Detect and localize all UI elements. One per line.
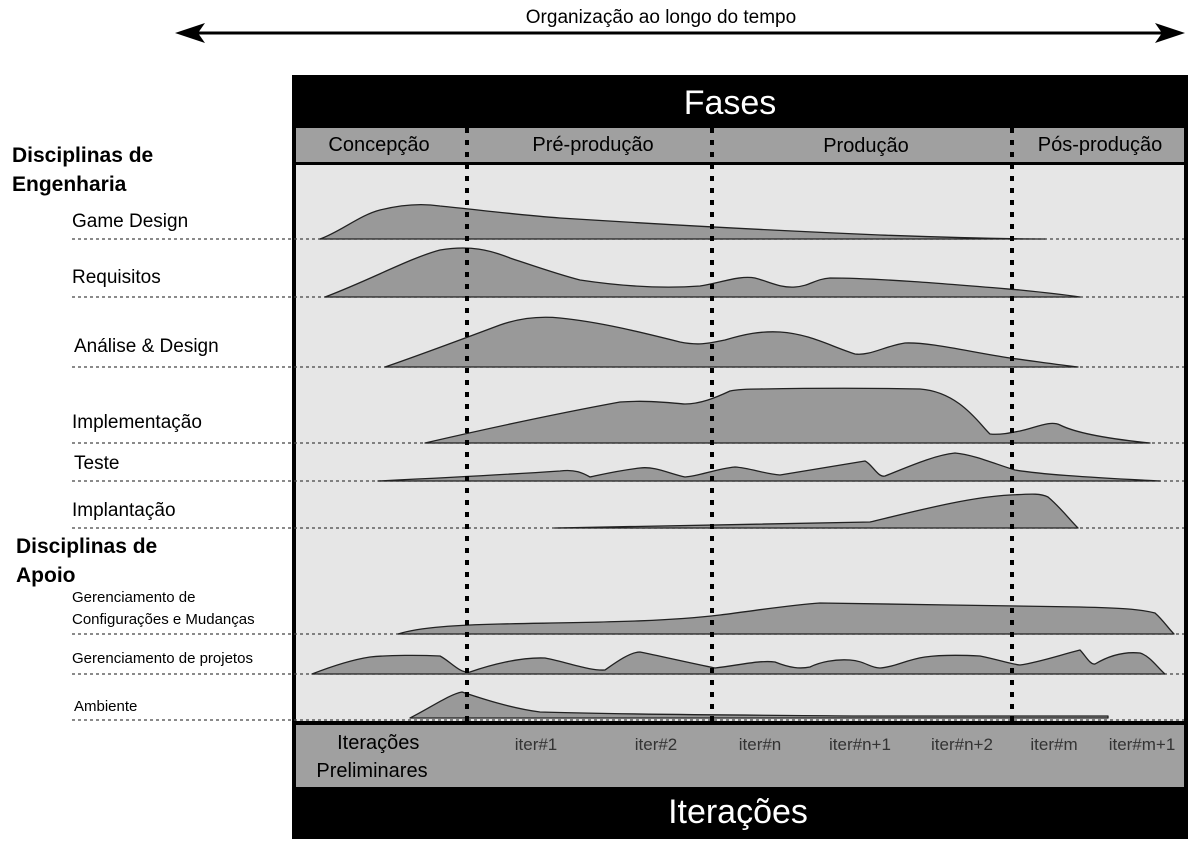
discipline-label-gerenciamento-projetos: Gerenciamento de projetos: [72, 650, 253, 667]
discipline-label-teste: Teste: [74, 453, 119, 474]
discipline-label-implementacao: Implementação: [72, 412, 202, 433]
hump-game-design: [319, 203, 1046, 240]
hump-teste: [377, 452, 1161, 482]
hump-ambiente: [409, 691, 1109, 719]
iterations-footer: Iterações: [668, 793, 808, 831]
discipline-label-ambiente: Ambiente: [74, 698, 137, 715]
phase-producao: Produção: [823, 135, 909, 157]
discipline-label-game-design: Game Design: [72, 211, 188, 232]
hump-gerenciamento-configuracoes: [397, 602, 1175, 635]
iteration-label: iter#n: [739, 735, 782, 754]
iteration-label: iter#2: [635, 735, 678, 754]
phase-pos-producao: Pós-produção: [1038, 134, 1163, 156]
iteration-label: iter#m: [1030, 735, 1077, 754]
discipline-label-implantacao: Implantação: [72, 500, 176, 521]
timeline-arrow: [175, 23, 1185, 43]
hump-requisitos: [324, 247, 1081, 298]
hump-implementacao: [424, 387, 1151, 444]
discipline-label-requisitos: Requisitos: [72, 267, 161, 288]
phase-concepcao: Concepção: [328, 134, 429, 156]
group-heading-support: Disciplinas de Apoio: [16, 535, 163, 587]
arrow-right-icon: [1155, 23, 1185, 43]
iterations-preliminary: Iterações Preliminares: [316, 732, 427, 782]
hump-implantacao: [554, 493, 1079, 529]
hump-analise-design: [384, 316, 1079, 368]
group-heading-engineering: Disciplinas de Engenharia: [12, 144, 159, 196]
iteration-label: iter#n+2: [931, 735, 993, 754]
phase-pre-producao: Pré-produção: [532, 134, 653, 156]
timeline-label: Organização ao longo do tempo: [526, 7, 796, 28]
discipline-label-analise-design: Análise & Design: [74, 336, 219, 357]
phases-header: Fases: [684, 84, 777, 122]
iteration-label: iter#m+1: [1109, 735, 1176, 754]
phase-band: [296, 128, 1184, 162]
arrow-left-icon: [175, 23, 205, 43]
iteration-label: iter#1: [515, 735, 558, 754]
discipline-label-gerenciamento-configuracoes: Gerenciamento de Configurações e Mudança…: [72, 589, 255, 628]
hump-gerenciamento-projetos: [311, 649, 1166, 675]
iteration-label: iter#n+1: [829, 735, 891, 754]
iterations-band: [296, 725, 1184, 787]
